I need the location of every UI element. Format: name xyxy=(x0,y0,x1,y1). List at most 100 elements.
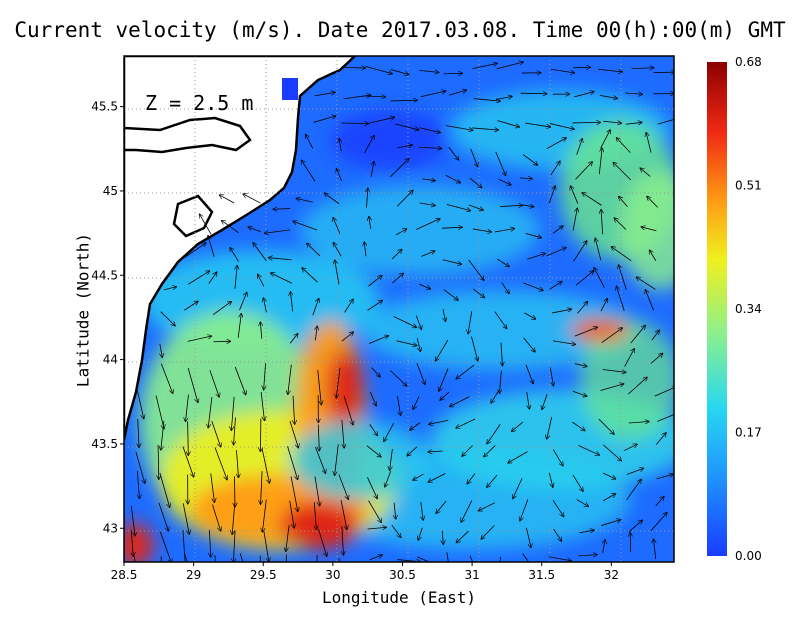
velocity-arrow xyxy=(384,423,395,441)
velocity-arrow xyxy=(264,363,266,389)
velocity-arrow xyxy=(416,362,425,384)
velocity-arrow xyxy=(623,444,637,452)
velocity-arrow xyxy=(341,332,353,342)
velocity-arrow xyxy=(333,243,342,257)
velocity-arrow xyxy=(572,474,583,491)
velocity-arrow xyxy=(601,520,620,526)
velocity-arrow xyxy=(525,364,533,384)
velocity-arrow xyxy=(390,159,408,178)
velocity-arrow xyxy=(467,473,476,483)
velocity-arrow xyxy=(220,195,235,204)
x-axis-ticks: 28.5 29 29.5 30 30.5 31 31.5 32 xyxy=(111,562,619,582)
velocity-arrow xyxy=(222,221,239,234)
x-axis-label: Longitude (East) xyxy=(321,588,477,607)
velocity-arrow xyxy=(600,384,624,391)
velocity-arrow xyxy=(183,551,188,562)
velocity-arrow xyxy=(523,282,543,291)
velocity-arrow xyxy=(549,123,574,130)
velocity-arrow xyxy=(421,501,423,520)
velocity-arrow xyxy=(187,336,212,342)
velocity-arrow xyxy=(473,288,484,298)
velocity-arrow xyxy=(342,419,344,448)
velocity-arrow xyxy=(312,299,319,316)
depth-label: Z = 2.5 m xyxy=(145,91,253,115)
velocity-arrow xyxy=(340,499,347,529)
velocity-arrow xyxy=(653,72,674,73)
velocity-arrow xyxy=(527,392,530,409)
velocity-arrow xyxy=(522,154,537,165)
velocity-arrow xyxy=(188,421,189,455)
velocity-arrow xyxy=(211,420,221,447)
velocity-arrow xyxy=(443,73,462,74)
velocity-arrow xyxy=(208,397,213,427)
velocity-arrow xyxy=(655,497,664,507)
velocity-arrow xyxy=(391,249,402,260)
plot-frame xyxy=(123,55,675,563)
velocity-arrow xyxy=(651,330,659,341)
y-tick-label: 43 xyxy=(103,521,118,535)
velocity-arrow xyxy=(525,527,531,548)
colorbar-tick-label: 0.51 xyxy=(735,179,762,193)
velocity-arrow xyxy=(314,502,316,529)
velocity-arrow xyxy=(184,301,198,311)
velocity-arrow xyxy=(212,302,231,315)
colorbar xyxy=(707,62,727,556)
velocity-arrow xyxy=(233,530,235,562)
velocity-arrow xyxy=(390,449,393,470)
velocity-arrow xyxy=(631,68,654,69)
velocity-arrow xyxy=(501,282,509,294)
velocity-arrow xyxy=(397,145,412,149)
velocity-arrow xyxy=(657,414,674,422)
velocity-arrow xyxy=(209,529,210,557)
velocity-arrow xyxy=(364,242,366,257)
velocity-arrow xyxy=(231,396,235,430)
velocity-arrow xyxy=(619,197,628,207)
velocity-arrow xyxy=(512,421,524,431)
velocity-arrow xyxy=(418,527,423,540)
velocity-arrow xyxy=(449,90,466,96)
velocity-arrow xyxy=(508,451,528,463)
velocity-arrow xyxy=(182,503,189,534)
velocity-arrow xyxy=(368,500,382,523)
x-tick-label: 31.5 xyxy=(528,568,555,582)
velocity-arrow xyxy=(655,433,666,445)
velocity-arrow xyxy=(393,316,417,328)
velocity-arrow xyxy=(616,286,625,311)
velocity-arrow xyxy=(289,334,298,344)
velocity-arrow xyxy=(396,190,413,207)
velocity-arrow xyxy=(160,363,172,394)
land-polygon xyxy=(124,56,357,441)
velocity-arrow xyxy=(549,282,561,290)
y-tick-label: 45.5 xyxy=(91,100,118,114)
velocity-arrow xyxy=(520,205,534,207)
velocity-arrow xyxy=(571,186,579,204)
x-tick-label: 30.5 xyxy=(389,568,416,582)
velocity-arrow xyxy=(602,494,615,502)
colorbar-tick-label: 0.68 xyxy=(735,55,762,69)
velocity-arrow xyxy=(513,478,523,498)
velocity-arrow xyxy=(261,471,263,504)
velocity-arrow xyxy=(395,229,407,236)
velocity-arrow xyxy=(419,127,440,133)
velocity-arrow xyxy=(344,299,353,313)
velocity-arrow xyxy=(626,480,641,501)
velocity-arrow xyxy=(366,445,381,457)
velocity-arrow xyxy=(456,364,475,379)
velocity-arrow xyxy=(471,336,477,361)
velocity-arrow xyxy=(602,369,626,373)
velocity-arrow xyxy=(413,473,424,480)
velocity-arrow xyxy=(495,151,506,175)
velocity-arrow xyxy=(208,272,217,284)
velocity-arrow xyxy=(158,444,159,479)
velocity-arrow xyxy=(258,274,265,287)
colorbar-tick-label: 0.17 xyxy=(735,426,762,440)
velocity-arrow xyxy=(578,445,600,455)
velocity-arrow xyxy=(235,266,237,289)
velocity-arrow xyxy=(313,116,335,123)
colorbar-tick-label: 0.34 xyxy=(735,302,762,316)
velocity-arrow xyxy=(600,130,611,149)
velocity-arrow xyxy=(394,502,396,519)
velocity-arrow xyxy=(576,139,583,155)
velocity-arrow xyxy=(369,424,378,435)
velocity-arrow xyxy=(481,525,495,539)
